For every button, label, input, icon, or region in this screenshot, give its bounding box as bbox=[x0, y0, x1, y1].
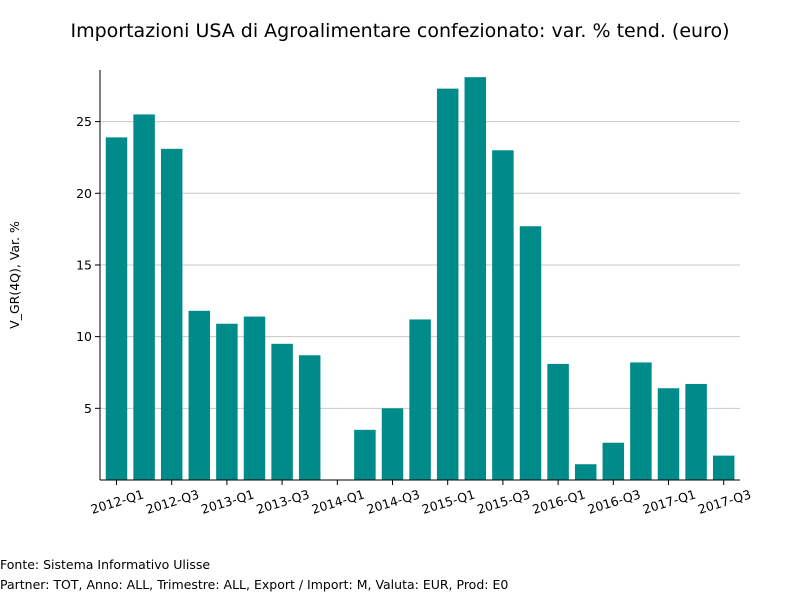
y-tick-label: 25 bbox=[76, 114, 92, 129]
bar-2015-Q3 bbox=[492, 150, 514, 480]
y-tick-label: 15 bbox=[76, 257, 92, 272]
axes bbox=[95, 70, 740, 485]
y-tick-label: 10 bbox=[76, 329, 92, 344]
bar-2014-Q4 bbox=[409, 319, 431, 480]
bar-2017-Q1 bbox=[657, 388, 680, 480]
bar-2016-Q3 bbox=[602, 442, 625, 480]
bar-2012-Q1 bbox=[105, 137, 128, 480]
bar-2016-Q2 bbox=[574, 464, 597, 480]
y-tick-label: 20 bbox=[76, 186, 92, 201]
bar-2014-Q2 bbox=[354, 429, 376, 480]
x-tick-label: 2012-Q1 bbox=[89, 487, 146, 517]
bars bbox=[105, 77, 735, 481]
y-tick-label: 5 bbox=[84, 401, 92, 416]
bar-2015-Q2 bbox=[464, 77, 487, 480]
bar-2012-Q4 bbox=[188, 310, 211, 480]
x-tick-label: 2016-Q3 bbox=[586, 487, 643, 517]
bar-2014-Q3 bbox=[381, 408, 404, 480]
x-tick-label: 2015-Q3 bbox=[475, 487, 532, 517]
chart-title: Importazioni USA di Agroalimentare confe… bbox=[70, 20, 730, 42]
x-tick-label: 2013-Q3 bbox=[254, 487, 311, 517]
x-tick-label: 2017-Q3 bbox=[696, 487, 753, 517]
x-tick-labels: 2012-Q12012-Q32013-Q12013-Q32014-Q12014-… bbox=[89, 487, 753, 517]
x-tick-label: 2014-Q3 bbox=[365, 487, 422, 517]
footer-params: Partner: TOT, Anno: ALL, Trimestre: ALL,… bbox=[0, 577, 509, 592]
y-axis-label: V_GR(4Q), Var. % bbox=[7, 221, 22, 329]
bar-2015-Q1 bbox=[436, 88, 459, 481]
bar-2013-Q4 bbox=[298, 355, 321, 480]
y-tick-labels: 5 10 15 20 25 bbox=[76, 114, 92, 416]
bar-2012-Q2 bbox=[133, 114, 155, 481]
bar-2013-Q1 bbox=[216, 323, 238, 480]
bar-2017-Q3 bbox=[712, 455, 735, 480]
x-tick-label: 2016-Q1 bbox=[530, 487, 587, 517]
bar-2012-Q3 bbox=[160, 148, 183, 480]
x-tick-label: 2015-Q1 bbox=[420, 487, 477, 517]
bar-2013-Q3 bbox=[271, 343, 293, 480]
bar-2015-Q4 bbox=[519, 226, 542, 480]
x-tick-label: 2013-Q1 bbox=[199, 487, 256, 517]
bar-2016-Q4 bbox=[630, 362, 652, 480]
x-tick-label: 2017-Q1 bbox=[641, 487, 698, 517]
x-tick-label: 2012-Q3 bbox=[144, 487, 201, 517]
bar-2013-Q2 bbox=[243, 316, 266, 480]
bar-2017-Q2 bbox=[685, 383, 707, 480]
bar-2016-Q1 bbox=[547, 363, 569, 480]
footer-source: Fonte: Sistema Informativo Ulisse bbox=[0, 557, 211, 572]
x-tick-label: 2014-Q1 bbox=[310, 487, 367, 517]
